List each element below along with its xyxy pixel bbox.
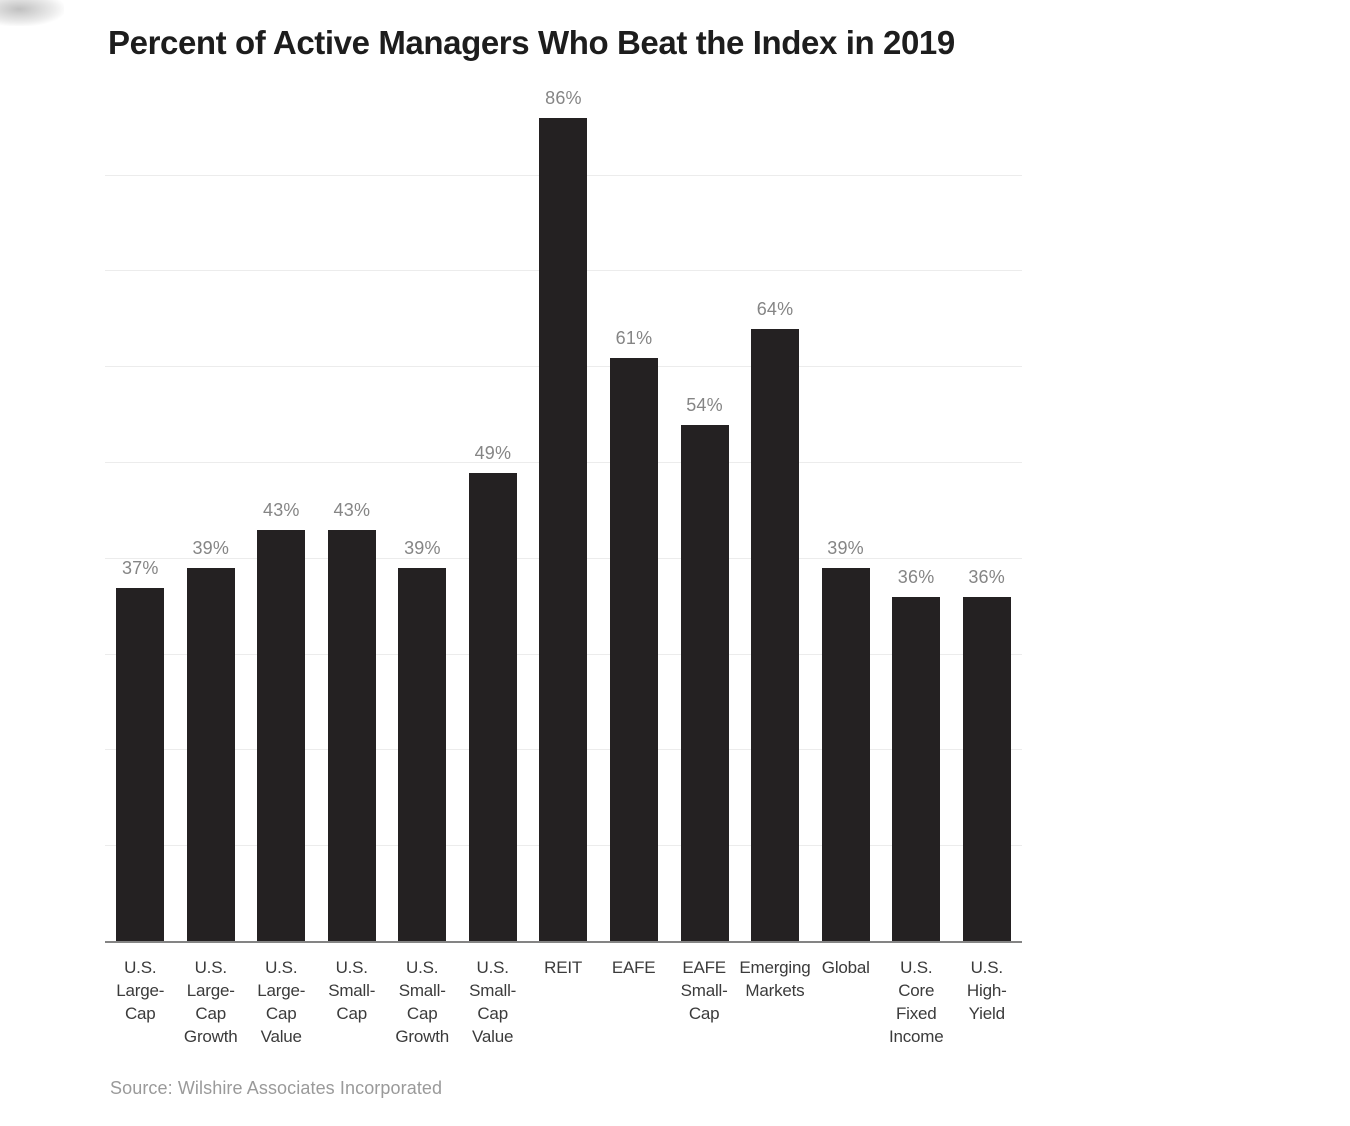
bar-value-label: 54%: [686, 394, 723, 415]
bar-slot: 86%: [528, 88, 599, 942]
bar-value-label: 43%: [333, 500, 371, 521]
x-tick-label: U.S. Large- Cap: [116, 958, 165, 1023]
bar: [327, 530, 376, 942]
bar-slot: 49%: [458, 90, 529, 942]
x-tick-label: EAFE Small- Cap: [680, 958, 728, 1023]
x-axis-line: [105, 941, 1022, 943]
x-tick-label: U.S. Large- Cap Growth: [183, 958, 238, 1046]
bar: [962, 597, 1011, 942]
x-tick-label: U.S. Large- Cap Value: [257, 958, 306, 1046]
bar-slot: 39%: [176, 90, 247, 942]
bar-value-label: 39%: [192, 538, 230, 559]
bar-slot: 64%: [740, 90, 811, 942]
x-tick-label: Global: [821, 958, 870, 977]
bar: [186, 568, 235, 942]
bar: [609, 357, 658, 942]
bar: [257, 530, 306, 942]
bar-value-label: 36%: [897, 567, 935, 588]
bars-row: 37% 39% 43% 43% 39% 49% 86% 61% 54% 64% 39% 36% 36%: [105, 88, 1022, 942]
bar-slot: 39%: [810, 90, 881, 942]
scan-smudge-artifact: [0, 0, 64, 26]
bar: [116, 587, 165, 942]
bar-value-label: 61%: [615, 327, 653, 348]
x-tick-label: EAFE: [611, 958, 656, 977]
bar-slot: 43%: [317, 90, 388, 942]
bar-slot: 36%: [881, 90, 952, 942]
x-tick-label: Emerging Markets: [739, 958, 811, 1000]
bar-value-label: 86%: [545, 88, 582, 109]
bar-slot: 37%: [105, 90, 176, 942]
x-tick-label: U.S. Small- Cap Growth: [395, 958, 449, 1046]
x-axis-labels: U.S. Large- Cap U.S. Large- Cap Growth U.S…: [105, 956, 1022, 1048]
bar: [751, 328, 800, 942]
x-tick-label: U.S. Small- Cap: [328, 958, 376, 1023]
bar-value-label: 37%: [121, 557, 159, 578]
bar: [539, 118, 588, 942]
x-tick-label: U.S. Small- Cap Value: [469, 958, 517, 1046]
bar: [468, 472, 517, 942]
bar: [680, 424, 729, 942]
x-tick-label: U.S. High- Yield: [966, 958, 1007, 1023]
bar-value-label: 36%: [968, 567, 1005, 588]
chart-title: Percent of Active Managers Who Beat the …: [108, 24, 955, 61]
source-note: Source: Wilshire Associates Incorporated: [110, 1078, 443, 1098]
bar-slot: 43%: [246, 90, 317, 942]
x-tick-label: REIT: [544, 958, 583, 977]
bar: [821, 568, 870, 942]
bar-chart-plot: 37% 39% 43% 43% 39% 49% 86% 61% 54% 64% 39% 36% 36%: [105, 88, 1022, 943]
x-tick-label: U.S. Core Fixed Income: [888, 958, 944, 1046]
bar-value-label: 39%: [404, 538, 441, 559]
bar-value-label: 39%: [827, 538, 864, 559]
bar-slot: 61%: [599, 90, 670, 942]
bar-slot: 39%: [387, 90, 458, 942]
bar-value-label: 64%: [756, 298, 794, 319]
bar: [398, 568, 447, 942]
bar-slot: 36%: [951, 90, 1022, 942]
bar-value-label: 43%: [263, 500, 300, 521]
bar-value-label: 49%: [474, 442, 512, 463]
bar-slot: 54%: [669, 90, 740, 942]
bar: [892, 597, 941, 942]
